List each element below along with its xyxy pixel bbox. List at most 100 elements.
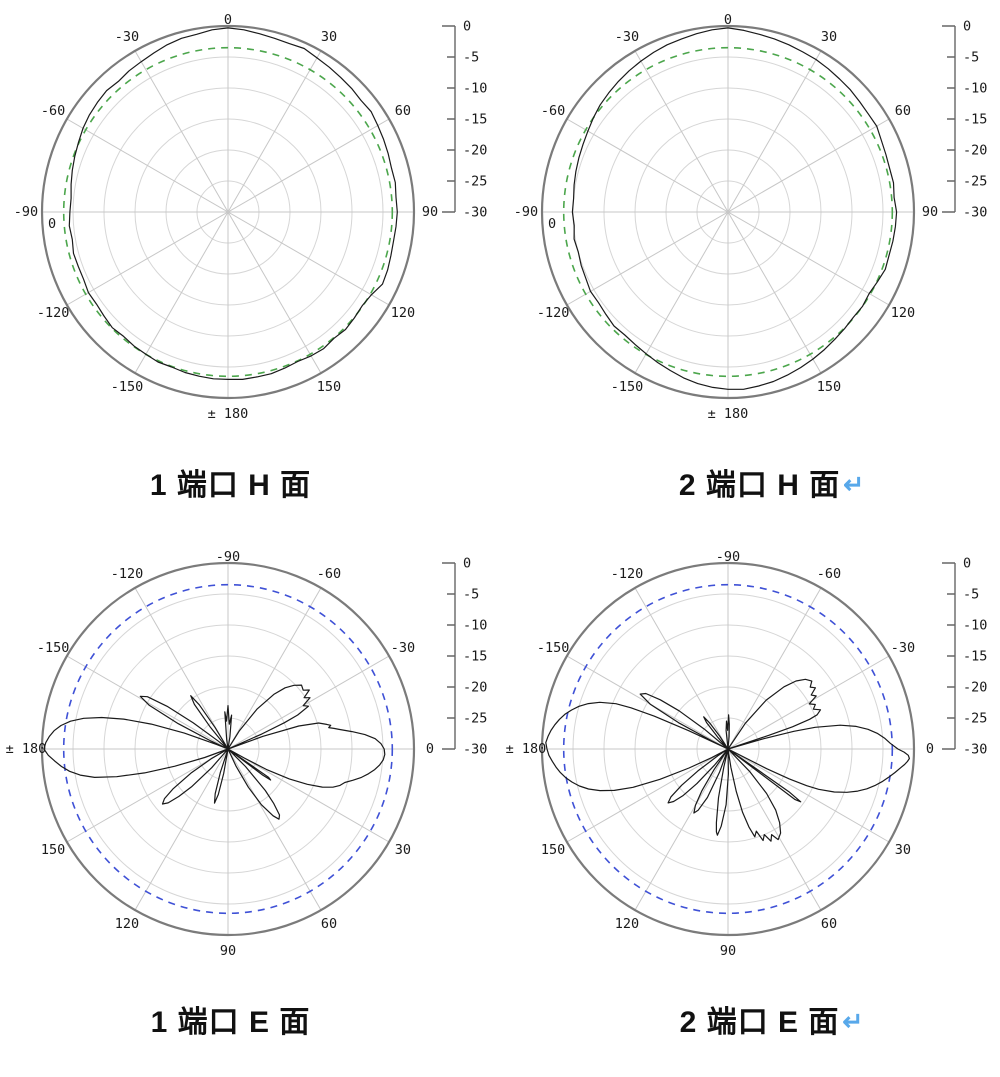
paragraph-mark-icon: ↵ <box>842 1008 865 1036</box>
svg-text:120: 120 <box>115 916 139 932</box>
svg-text:0: 0 <box>963 19 971 35</box>
svg-text:-30: -30 <box>115 29 139 45</box>
polar-grid <box>40 561 416 937</box>
svg-text:-20: -20 <box>463 680 487 696</box>
svg-text:-30: -30 <box>463 205 487 221</box>
polar-grid <box>540 24 916 400</box>
svg-text:-120: -120 <box>37 305 70 321</box>
svg-text:-25: -25 <box>463 711 487 727</box>
svg-text:-10: -10 <box>463 618 487 634</box>
caption-port2-e: 2 端口 E 面 ↵ <box>546 997 998 1041</box>
reference-circle <box>562 46 894 378</box>
svg-text:150: 150 <box>817 379 841 395</box>
svg-text:-30: -30 <box>615 29 639 45</box>
radial-zero-label: 0 <box>48 216 56 232</box>
svg-text:120: 120 <box>391 305 415 321</box>
polar-chart-port2-e-plane: -90 -60 -30 0 30 60 90 120 150 ± 180 -150 -120 0 -5 -1… <box>506 549 988 959</box>
panel-port2-h: 0 30 60 90 120 150 ± 180 -150 -120 -90 -60 -30 0 0 -5 -… <box>500 0 1000 537</box>
svg-text:-150: -150 <box>111 379 144 395</box>
reference-circle <box>562 583 894 915</box>
svg-text:-15: -15 <box>463 112 487 128</box>
svg-text:-150: -150 <box>37 640 70 656</box>
svg-text:120: 120 <box>891 305 915 321</box>
svg-text:-15: -15 <box>963 112 987 128</box>
svg-text:-5: -5 <box>963 50 979 66</box>
svg-text:-20: -20 <box>963 680 987 696</box>
polar-chart-port1-e-plane: -90 -60 -30 0 30 60 90 120 150 ± 180 -150 -120 0 -5 -1… <box>6 549 488 959</box>
svg-text:-60: -60 <box>41 103 65 119</box>
svg-text:-30: -30 <box>963 205 987 221</box>
pattern-trace <box>545 678 910 842</box>
svg-text:30: 30 <box>895 842 911 858</box>
svg-text:-30: -30 <box>463 742 487 758</box>
svg-text:-120: -120 <box>611 566 644 582</box>
svg-text:0: 0 <box>224 12 232 28</box>
reference-circle <box>62 46 394 378</box>
svg-text:-5: -5 <box>463 587 479 603</box>
svg-text:-5: -5 <box>963 587 979 603</box>
svg-text:± 180: ± 180 <box>506 741 547 757</box>
svg-text:-20: -20 <box>963 143 987 159</box>
svg-text:60: 60 <box>895 103 911 119</box>
svg-text:-90: -90 <box>514 204 538 220</box>
angle-labels: 0 30 60 90 120 150 ± 180 -150 -120 -90 -60 -30 <box>514 12 938 422</box>
angle-labels: -90 -60 -30 0 30 60 90 120 150 ± 180 -150 -120 <box>6 549 434 959</box>
svg-text:-25: -25 <box>963 174 987 190</box>
caption-text: 1 端口 H 面 <box>149 469 312 502</box>
pattern-trace <box>571 27 898 390</box>
svg-text:-10: -10 <box>463 81 487 97</box>
pattern-trace <box>68 27 398 380</box>
svg-text:-15: -15 <box>963 649 987 665</box>
caption-text: 2 端口 E 面 <box>679 1006 840 1039</box>
svg-text:-60: -60 <box>541 103 565 119</box>
reference-circle <box>62 583 394 915</box>
svg-text:-150: -150 <box>537 640 570 656</box>
svg-text:90: 90 <box>720 943 736 959</box>
svg-text:0: 0 <box>963 556 971 572</box>
svg-text:-30: -30 <box>963 742 987 758</box>
svg-text:-25: -25 <box>463 174 487 190</box>
caption-port2-h: 2 端口 H 面 ↵ <box>546 460 998 504</box>
pattern-trace <box>43 684 386 820</box>
svg-text:-10: -10 <box>963 618 987 634</box>
svg-text:90: 90 <box>422 204 438 220</box>
svg-text:120: 120 <box>615 916 639 932</box>
panel-port1-e: -90 -60 -30 0 30 60 90 120 150 ± 180 -150 -120 0 -5 -1… <box>0 537 500 1074</box>
angle-labels: 0 30 60 90 120 150 ± 180 -150 -120 -90 -60 -30 <box>14 12 438 422</box>
caption-text: 1 端口 E 面 <box>150 1006 311 1039</box>
polar-grid <box>40 24 416 400</box>
svg-text:150: 150 <box>317 379 341 395</box>
svg-text:-120: -120 <box>111 566 144 582</box>
svg-text:-60: -60 <box>817 566 841 582</box>
svg-text:90: 90 <box>220 943 236 959</box>
polar-chart-port1-h-plane: 0 30 60 90 120 150 ± 180 -150 -120 -90 -60 -30 0 0 -5 -… <box>14 12 488 422</box>
angle-labels: -90 -60 -30 0 30 60 90 120 150 ± 180 -150 -120 <box>506 549 934 959</box>
svg-text:-10: -10 <box>963 81 987 97</box>
db-scale: 0 -5 -10 -15 -20 -25 -30 <box>942 19 987 221</box>
svg-text:30: 30 <box>321 29 337 45</box>
polar-chart-port2-h-plane: 0 30 60 90 120 150 ± 180 -150 -120 -90 -60 -30 0 0 -5 -… <box>514 12 988 422</box>
svg-text:-120: -120 <box>537 305 570 321</box>
caption-port1-e: 1 端口 E 面 <box>0 997 464 1041</box>
svg-text:60: 60 <box>321 916 337 932</box>
svg-text:-90: -90 <box>14 204 38 220</box>
svg-text:0: 0 <box>926 741 934 757</box>
paragraph-mark-icon: ↵ <box>843 471 866 499</box>
db-scale: 0 -5 -10 -15 -20 -25 -30 <box>442 556 487 758</box>
svg-text:60: 60 <box>821 916 837 932</box>
svg-text:-15: -15 <box>463 649 487 665</box>
svg-text:0: 0 <box>463 556 471 572</box>
panel-port1-h: 0 30 60 90 120 150 ± 180 -150 -120 -90 -60 -30 0 0 -5 -… <box>0 0 500 537</box>
svg-text:-30: -30 <box>891 640 915 656</box>
db-scale: 0 -5 -10 -15 -20 -25 -30 <box>942 556 987 758</box>
db-scale: 0 -5 -10 -15 -20 -25 -30 <box>442 19 487 221</box>
svg-text:-5: -5 <box>463 50 479 66</box>
svg-text:± 180: ± 180 <box>6 741 47 757</box>
svg-text:± 180: ± 180 <box>708 406 749 422</box>
svg-text:30: 30 <box>821 29 837 45</box>
svg-text:-150: -150 <box>611 379 644 395</box>
svg-text:-60: -60 <box>317 566 341 582</box>
svg-text:-25: -25 <box>963 711 987 727</box>
svg-text:± 180: ± 180 <box>208 406 249 422</box>
svg-text:0: 0 <box>426 741 434 757</box>
